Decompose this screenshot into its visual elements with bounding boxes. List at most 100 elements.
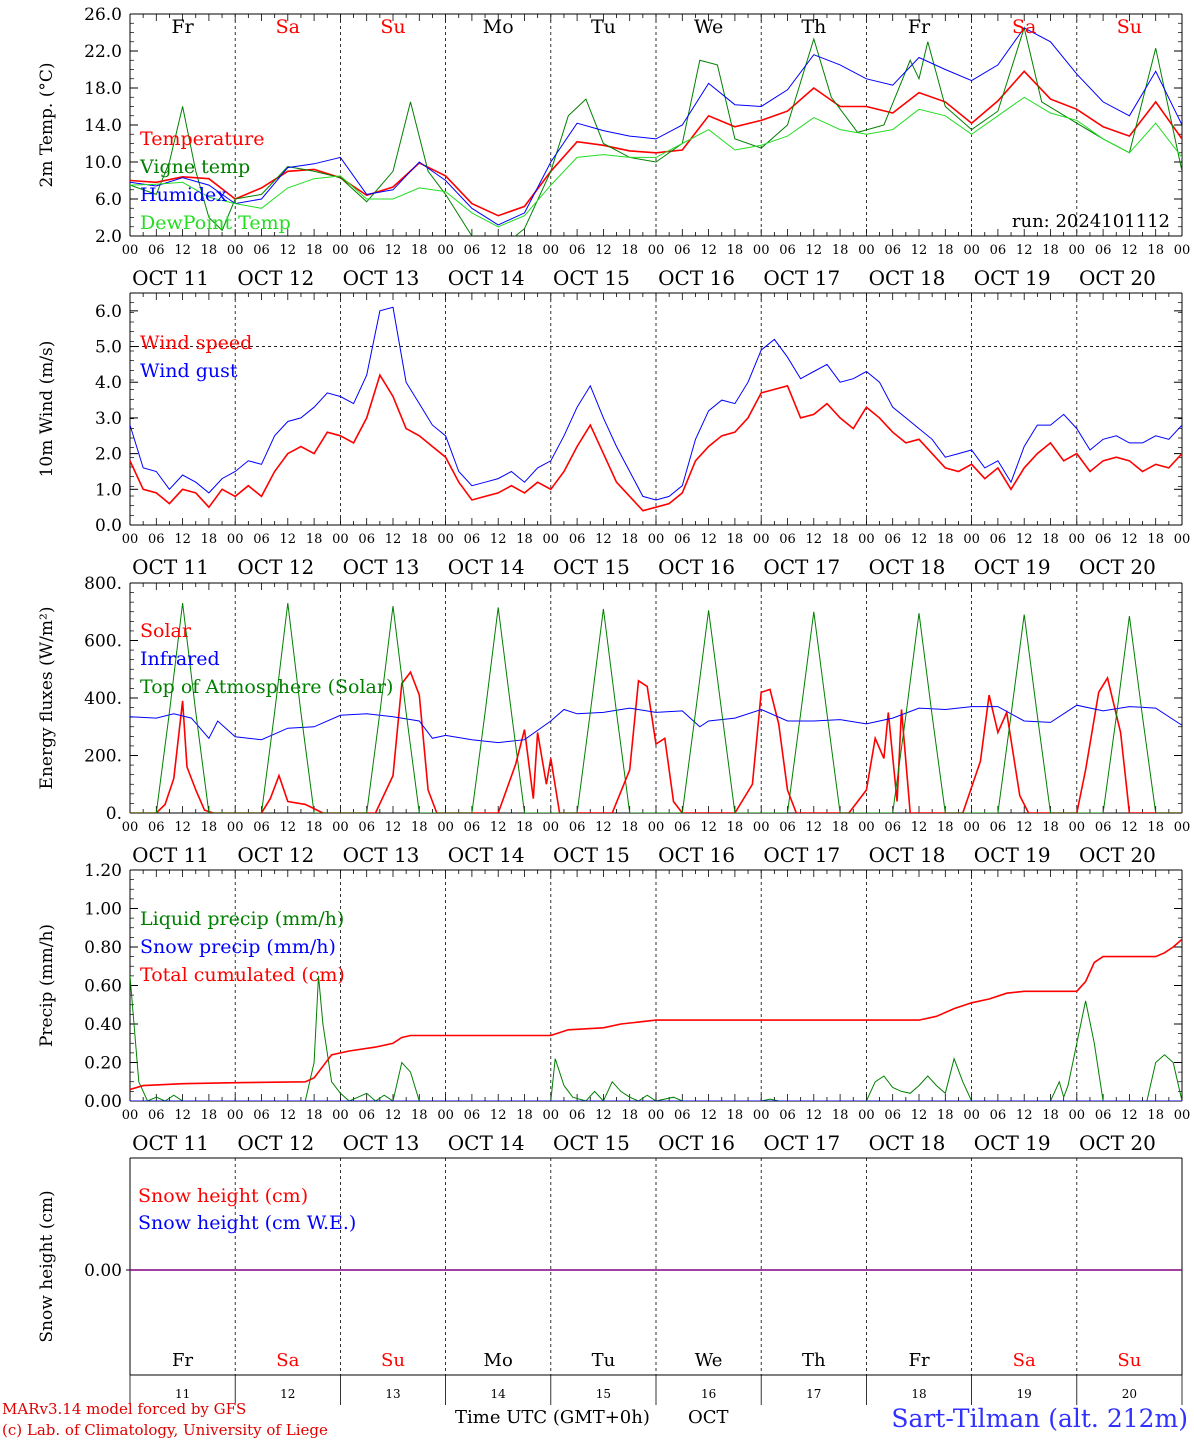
hour-tick-label: 00: [1069, 243, 1086, 258]
hour-tick-label: 06: [253, 1108, 270, 1123]
panel-4: 00 06 12 18 00 06 12 18 00 06 12 18 00 06 12 18 00 06 12 18…: [37, 861, 1190, 1155]
hour-tick-label: 12: [174, 243, 191, 258]
hour-tick-label: 06: [464, 1108, 481, 1123]
hour-tick-label: 06: [253, 532, 270, 547]
date-label: OCT 16: [658, 266, 735, 290]
hour-tick-label: 18: [1042, 1108, 1059, 1123]
hour-tick-label: 00: [648, 532, 665, 547]
series-humidex: [130, 27, 1182, 226]
hour-tick-label: 00: [1069, 820, 1086, 835]
hour-tick-label: 00: [648, 1108, 665, 1123]
hour-tick-label: 18: [1147, 820, 1164, 835]
date-label: OCT 13: [343, 266, 420, 290]
legend-entry: Infrared: [140, 648, 220, 670]
date-label: OCT 17: [763, 555, 840, 579]
date-label: OCT 16: [658, 843, 735, 867]
legend-entry: Liquid precip (mm/h): [140, 908, 344, 930]
legend-entry: Humidex: [140, 184, 227, 206]
hour-tick-label: 00: [753, 820, 770, 835]
date-label: OCT 19: [974, 843, 1051, 867]
hour-tick-label: 12: [490, 243, 507, 258]
date-label: OCT 16: [658, 555, 735, 579]
day-number-label: 19: [1017, 1387, 1032, 1401]
series-top-of-atmosphere-solar-: [130, 603, 1182, 813]
weekday-label: Su: [1117, 1350, 1141, 1371]
y-axis-label: 2m Temp. (°C): [37, 62, 57, 187]
series-temperature: [130, 70, 1182, 217]
y-tick-label: 1.20: [84, 861, 122, 881]
hour-tick-label: 12: [806, 820, 823, 835]
hour-tick-label: 18: [201, 532, 218, 547]
date-label: OCT 11: [132, 1131, 209, 1155]
hour-tick-label: 12: [806, 532, 823, 547]
hour-tick-label: 00: [753, 1108, 770, 1123]
hour-tick-label: 06: [990, 820, 1007, 835]
date-label: OCT 18: [869, 843, 946, 867]
time-axis-month: OCT: [688, 1407, 729, 1428]
weekday-label: Th: [802, 1350, 826, 1371]
hour-tick-label: 00: [858, 243, 875, 258]
hour-tick-label: 12: [280, 820, 297, 835]
hour-tick-label: 12: [1016, 532, 1033, 547]
hour-tick-label: 18: [1147, 1108, 1164, 1123]
weekday-label: We: [694, 16, 723, 38]
hour-tick-label: 18: [621, 532, 638, 547]
hour-tick-label: 12: [174, 1108, 191, 1123]
hour-tick-label: 00: [543, 243, 560, 258]
hour-tick-label: 18: [1042, 243, 1059, 258]
hour-tick-label: 06: [253, 243, 270, 258]
y-tick-label: 18.0: [84, 79, 122, 99]
hour-tick-label: 00: [122, 820, 139, 835]
hour-tick-label: 00: [227, 1108, 244, 1123]
hour-tick-label: 12: [1121, 1108, 1138, 1123]
series-group: [130, 938, 1182, 1101]
series-solar: [130, 670, 1182, 813]
date-label: OCT 19: [974, 555, 1051, 579]
hour-tick-label: 00: [858, 820, 875, 835]
series-infrared: [130, 704, 1182, 744]
hour-tick-label: 18: [411, 532, 428, 547]
weekday-label: Fr: [172, 1350, 193, 1371]
y-tick-label: 0.40: [84, 1015, 122, 1035]
hour-tick-label: 12: [490, 532, 507, 547]
date-label: OCT 15: [553, 843, 630, 867]
y-tick-label: 600.: [84, 632, 122, 652]
y-tick-label: 0.00: [84, 1261, 122, 1281]
hour-tick-label: 00: [122, 532, 139, 547]
hour-tick-label: 00: [227, 820, 244, 835]
y-tick-label: 6.0: [95, 190, 122, 210]
hour-tick-label: 00: [963, 820, 980, 835]
y-tick-label: 0.0: [95, 516, 122, 536]
weekday-label: Sa: [276, 16, 300, 38]
legend-entry: Snow precip (mm/h): [140, 936, 336, 958]
legend-entry: Top of Atmosphere (Solar): [140, 676, 393, 698]
legend-entry: Temperature: [140, 128, 264, 150]
hour-tick-label: 12: [280, 532, 297, 547]
hour-tick-label: 00: [1174, 532, 1191, 547]
hour-tick-label: 00: [648, 243, 665, 258]
hour-tick-label: 18: [727, 1108, 744, 1123]
y-axis-label: Precip (mm/h): [37, 924, 57, 1047]
hour-tick-label: 12: [911, 1108, 928, 1123]
day-number-label: 12: [280, 1387, 295, 1401]
series-total-cumulated-cm-: [130, 938, 1182, 1091]
hour-tick-label: 06: [884, 243, 901, 258]
y-tick-label: 800.: [84, 574, 122, 594]
weekday-label: Su: [381, 1350, 405, 1371]
hour-tick-label: 12: [911, 820, 928, 835]
hour-tick-label: 18: [201, 243, 218, 258]
y-tick-label: 0.20: [84, 1054, 122, 1074]
hour-tick-label: 06: [884, 820, 901, 835]
y-tick-label: 0.80: [84, 938, 122, 958]
hour-tick-label: 00: [1069, 532, 1086, 547]
hour-tick-label: 00: [1174, 820, 1191, 835]
series-wind-speed: [130, 373, 1182, 512]
hour-tick-label: 06: [1095, 820, 1112, 835]
hour-tick-label: 12: [595, 243, 612, 258]
hour-tick-label: 18: [621, 820, 638, 835]
hour-tick-label: 06: [990, 1108, 1007, 1123]
date-label: OCT 11: [132, 555, 209, 579]
hour-tick-label: 00: [332, 820, 349, 835]
date-label: OCT 11: [132, 266, 209, 290]
